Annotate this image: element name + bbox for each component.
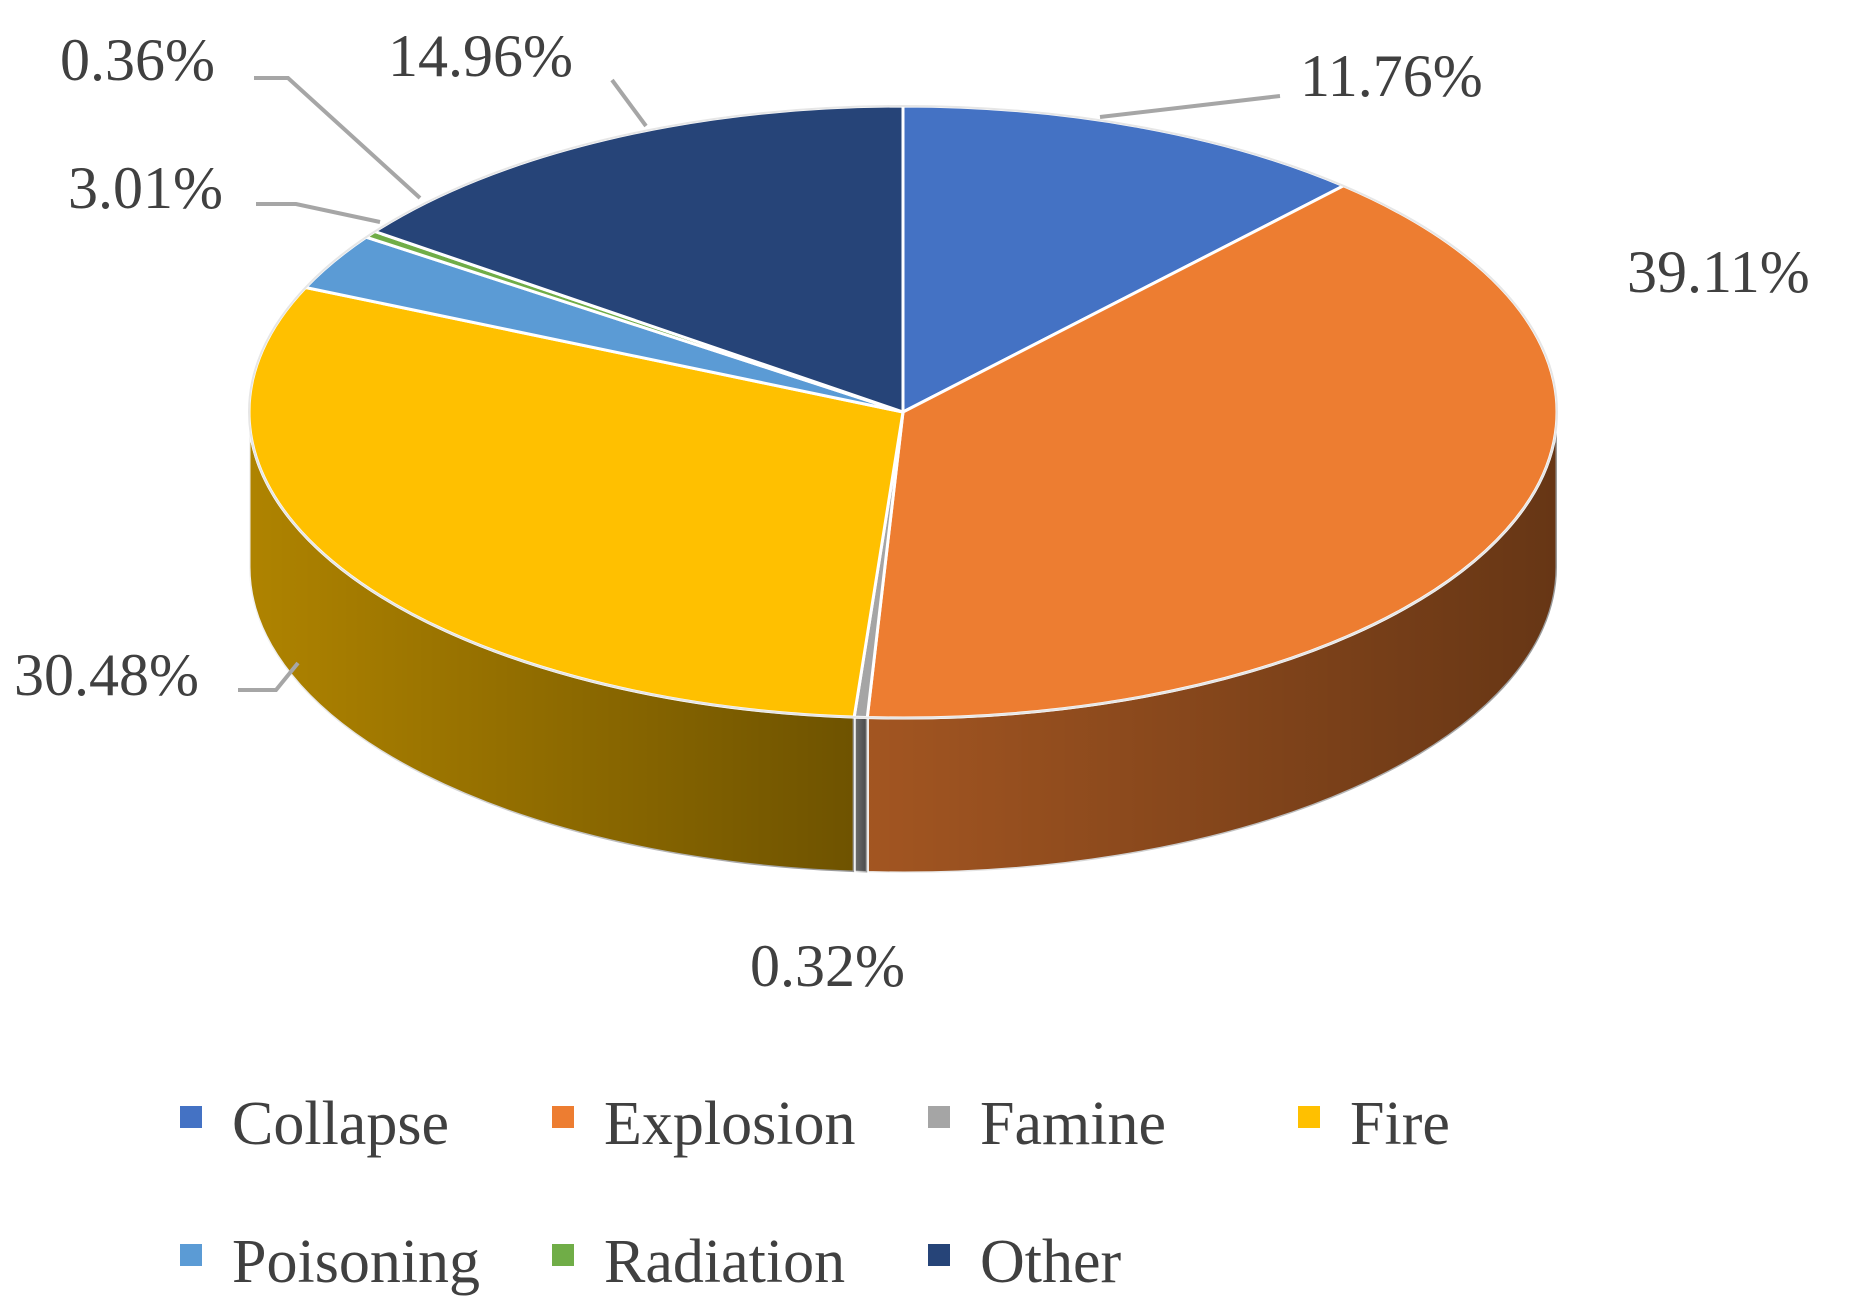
data-label-fire: 30.48% xyxy=(14,642,199,708)
slice-side-shade-fire xyxy=(249,412,855,873)
legend-label-famine: Famine xyxy=(980,1090,1166,1158)
leader-line-radiation xyxy=(254,76,422,200)
legend-label-explosion: Explosion xyxy=(604,1090,855,1158)
legend-item-explosion: Explosion xyxy=(552,1090,855,1158)
pie-slices xyxy=(247,104,1559,720)
legend-swatch-poisoning xyxy=(180,1244,202,1266)
legend-item-radiation: Radiation xyxy=(552,1228,845,1296)
legend-item-fire: Fire xyxy=(1298,1090,1450,1158)
leader-line-fire xyxy=(238,661,300,692)
data-label-famine: 0.32% xyxy=(750,933,905,999)
data-label-poisoning: 3.01% xyxy=(68,155,223,221)
legend-swatch-fire xyxy=(1298,1106,1320,1128)
legend-item-famine: Famine xyxy=(928,1090,1166,1158)
pie-rim xyxy=(248,105,1558,719)
data-label-other: 14.96% xyxy=(388,23,573,89)
leader-line-collapse xyxy=(1099,94,1281,119)
legend-swatch-radiation xyxy=(552,1244,574,1266)
data-label-explosion: 39.11% xyxy=(1627,239,1810,305)
legend-item-other: Other xyxy=(928,1228,1122,1296)
legend-swatch-famine xyxy=(928,1106,950,1128)
legend-label-fire: Fire xyxy=(1350,1090,1450,1158)
legend-item-collapse: Collapse xyxy=(180,1090,449,1158)
legend-label-poisoning: Poisoning xyxy=(232,1228,480,1296)
leader-line-other xyxy=(610,78,648,128)
slice-side-shade-explosion xyxy=(867,412,1557,873)
legend-label-other: Other xyxy=(980,1228,1122,1296)
legend: Collapse Explosion Famine Fire Poisoning Radi… xyxy=(180,1090,1450,1296)
legend-item-poisoning: Poisoning xyxy=(180,1228,480,1296)
legend-swatch-other xyxy=(928,1244,950,1266)
pie-side-walls xyxy=(247,411,1559,875)
data-labels: 11.76% 39.11% 0.32% 30.48% 3.01% 0.36% 14.96% xyxy=(14,23,1810,999)
slice-side-shade-famine xyxy=(854,717,868,873)
leader-lines xyxy=(238,76,1281,692)
leader-line-poisoning xyxy=(256,202,381,224)
legend-label-collapse: Collapse xyxy=(232,1090,449,1158)
data-label-collapse: 11.76% xyxy=(1300,43,1483,109)
legend-swatch-explosion xyxy=(552,1106,574,1128)
legend-label-radiation: Radiation xyxy=(604,1228,845,1296)
data-label-radiation: 0.36% xyxy=(60,27,215,93)
legend-swatch-collapse xyxy=(180,1106,202,1128)
